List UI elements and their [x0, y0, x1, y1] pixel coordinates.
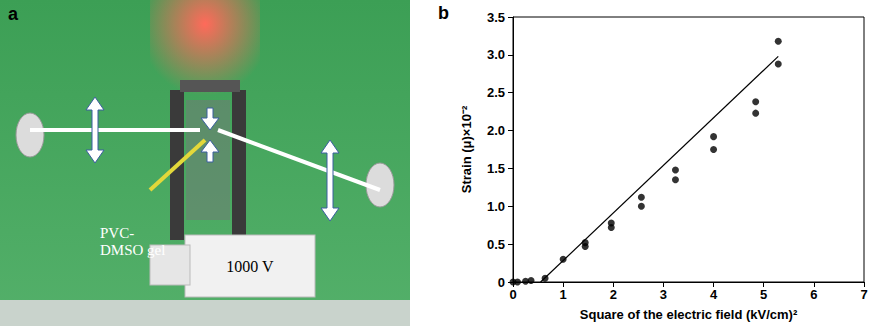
svg-text:3.0: 3.0: [487, 47, 505, 62]
svg-text:2.0: 2.0: [487, 123, 505, 138]
svg-text:1000 V: 1000 V: [226, 258, 274, 275]
svg-text:a: a: [8, 4, 19, 24]
svg-text:b: b: [438, 3, 449, 23]
svg-text:0.5: 0.5: [487, 237, 505, 252]
svg-text:3: 3: [660, 287, 667, 302]
svg-text:5: 5: [760, 287, 767, 302]
svg-text:1.0: 1.0: [487, 199, 505, 214]
svg-text:0: 0: [498, 275, 505, 290]
svg-text:Strain (μ)×10⁻²: Strain (μ)×10⁻²: [459, 105, 474, 193]
svg-text:2.5: 2.5: [487, 85, 505, 100]
svg-text:2: 2: [610, 287, 617, 302]
svg-text:3.5: 3.5: [487, 10, 505, 25]
svg-text:4: 4: [710, 287, 718, 302]
svg-text:7: 7: [860, 287, 867, 302]
svg-text:PVC-: PVC-: [100, 225, 134, 241]
svg-text:0: 0: [509, 287, 516, 302]
svg-text:Square of the electric field (: Square of the electric field (kV/cm)²: [580, 307, 798, 322]
svg-text:1: 1: [560, 287, 567, 302]
svg-text:DMSO gel: DMSO gel: [100, 242, 165, 258]
svg-text:6: 6: [810, 287, 817, 302]
svg-text:1.5: 1.5: [487, 161, 505, 176]
